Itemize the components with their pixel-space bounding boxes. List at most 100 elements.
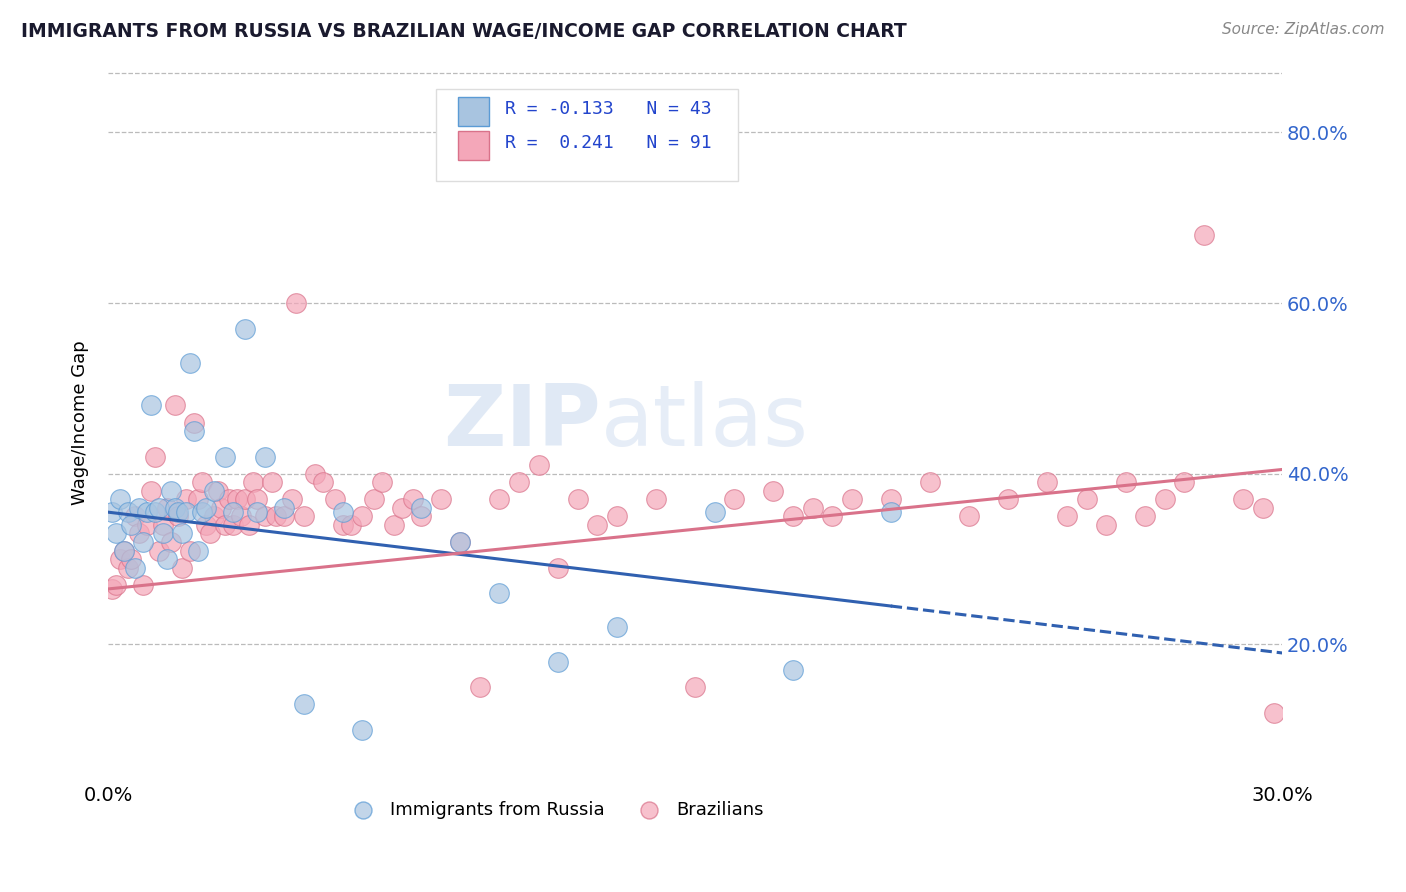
Point xyxy=(586,518,609,533)
Point xyxy=(1056,509,1078,524)
Point xyxy=(187,492,209,507)
Point xyxy=(488,586,510,600)
Point xyxy=(143,505,166,519)
Point xyxy=(222,505,245,519)
Point xyxy=(411,509,433,524)
Point xyxy=(148,500,170,515)
Point xyxy=(918,475,941,490)
Point xyxy=(880,492,903,507)
Point xyxy=(782,663,804,677)
Point xyxy=(214,450,236,464)
Point xyxy=(449,535,471,549)
Point xyxy=(508,475,530,490)
Point xyxy=(229,509,252,524)
Point xyxy=(163,500,186,515)
Point xyxy=(352,509,374,524)
Point xyxy=(191,475,214,490)
Point xyxy=(132,577,155,591)
Point xyxy=(128,500,150,515)
Point xyxy=(121,518,143,533)
Point xyxy=(1192,227,1215,242)
Point xyxy=(253,509,276,524)
Point xyxy=(194,500,217,515)
Point xyxy=(606,509,628,524)
Point xyxy=(1076,492,1098,507)
Point xyxy=(1115,475,1137,490)
Point xyxy=(312,475,335,490)
Point xyxy=(112,543,135,558)
Point xyxy=(139,483,162,498)
Point xyxy=(108,492,131,507)
Point xyxy=(152,518,174,533)
Point xyxy=(723,492,745,507)
Point xyxy=(136,505,159,519)
Point xyxy=(371,475,394,490)
Point xyxy=(198,526,221,541)
Point xyxy=(997,492,1019,507)
Point xyxy=(187,543,209,558)
Point xyxy=(174,505,197,519)
Point xyxy=(880,505,903,519)
Point xyxy=(167,509,190,524)
Text: R =  0.241   N = 91: R = 0.241 N = 91 xyxy=(505,134,711,152)
Point xyxy=(703,505,725,519)
Text: Source: ZipAtlas.com: Source: ZipAtlas.com xyxy=(1222,22,1385,37)
Point xyxy=(1173,475,1195,490)
Point xyxy=(1232,492,1254,507)
Point xyxy=(801,500,824,515)
Point xyxy=(246,505,269,519)
Point xyxy=(222,518,245,533)
Point xyxy=(262,475,284,490)
Point xyxy=(292,509,315,524)
Point xyxy=(332,505,354,519)
Point xyxy=(117,505,139,519)
Text: ZIP: ZIP xyxy=(443,381,602,464)
Point xyxy=(163,399,186,413)
Point xyxy=(841,492,863,507)
Point xyxy=(179,543,201,558)
Point xyxy=(136,518,159,533)
Point xyxy=(172,560,194,574)
Point xyxy=(1251,500,1274,515)
Point xyxy=(429,492,451,507)
Point xyxy=(821,509,844,524)
Point xyxy=(253,450,276,464)
Point xyxy=(242,475,264,490)
Point xyxy=(332,518,354,533)
Point xyxy=(762,483,785,498)
Point xyxy=(339,518,361,533)
Point xyxy=(1263,706,1285,720)
Point xyxy=(194,518,217,533)
Point xyxy=(214,518,236,533)
Point xyxy=(1153,492,1175,507)
Point xyxy=(167,505,190,519)
Point xyxy=(449,535,471,549)
Point xyxy=(238,518,260,533)
Point xyxy=(183,424,205,438)
Point xyxy=(152,526,174,541)
Point xyxy=(148,543,170,558)
Point xyxy=(233,321,256,335)
Point xyxy=(683,680,706,694)
Point xyxy=(202,483,225,498)
Point xyxy=(156,552,179,566)
Point xyxy=(352,723,374,737)
Point xyxy=(104,526,127,541)
Point xyxy=(143,450,166,464)
Point xyxy=(101,505,124,519)
Point xyxy=(323,492,346,507)
Point xyxy=(183,416,205,430)
Point xyxy=(1135,509,1157,524)
Point xyxy=(207,483,229,498)
Point xyxy=(132,535,155,549)
Text: R = -0.133   N = 43: R = -0.133 N = 43 xyxy=(505,100,711,118)
Point xyxy=(527,458,550,473)
Point xyxy=(174,492,197,507)
Point xyxy=(292,697,315,711)
Point xyxy=(156,500,179,515)
Point xyxy=(273,509,295,524)
Point xyxy=(121,552,143,566)
Point xyxy=(382,518,405,533)
Point xyxy=(567,492,589,507)
Point xyxy=(112,543,135,558)
